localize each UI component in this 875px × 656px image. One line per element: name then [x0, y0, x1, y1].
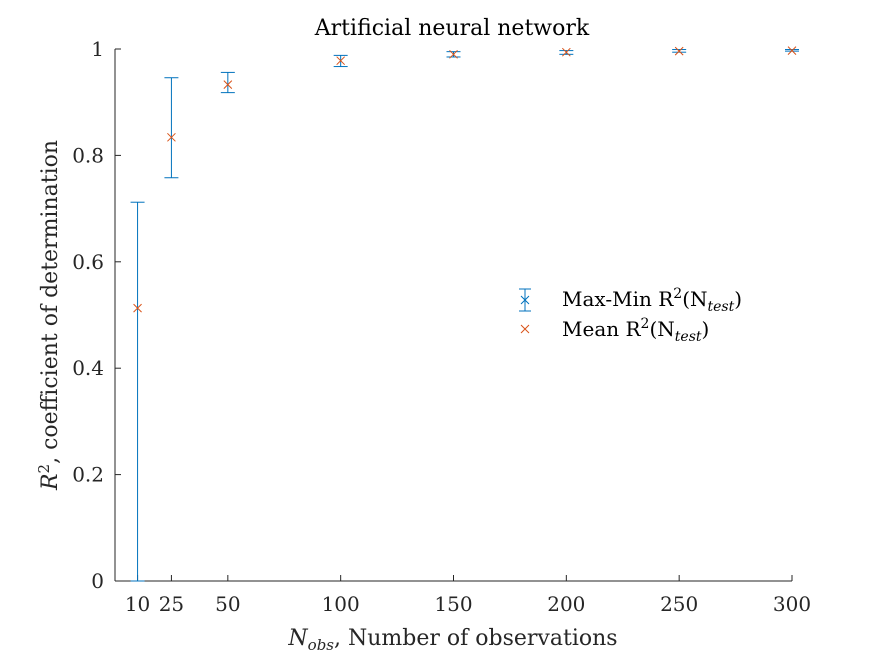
x-tick-label: 10 [125, 592, 150, 616]
x-tick-label: 150 [434, 592, 472, 616]
legend-errorbar-mid: (N [682, 287, 707, 311]
mean-marker [223, 80, 233, 89]
mean-marker [787, 46, 797, 55]
mean-marker [167, 132, 176, 142]
y-ticks: 0 0.2 0.4 0.6 0.8 1 [72, 37, 121, 593]
legend-entry-mean: Mean R2(Ntest) [520, 316, 709, 345]
x-tick-label: 200 [547, 592, 585, 616]
legend-mean-marker [520, 324, 530, 334]
x-axis-label-main: N [287, 626, 308, 651]
mean-marker [674, 46, 684, 56]
chart-title: Artificial neural network [314, 16, 590, 41]
legend-label-errorbar: Max-Min R2(Ntest) [562, 286, 742, 315]
legend-mean-sup: 2 [641, 316, 650, 332]
x-tick-label: 100 [322, 592, 360, 616]
mean-series [133, 46, 797, 313]
y-axis-label: R2, coefficient of determination [35, 140, 63, 491]
mean-marker [449, 49, 458, 59]
legend-mean-main: Mean R [562, 317, 641, 341]
legend-errorbar-end: ) [734, 287, 742, 311]
y-tick-label: 0.6 [72, 250, 104, 274]
legend-mean-mid: (N [649, 317, 674, 341]
legend-entry-errorbar: Max-Min R2(Ntest) [519, 286, 742, 315]
y-axis-label-sup: 2 [35, 464, 53, 474]
x-ticks: 10 25 50 100 150 200 250 300 [125, 575, 811, 616]
x-axis-label-sub: obs [308, 636, 335, 654]
x-axis-label-rest: , Number of observations [334, 626, 618, 651]
legend-errorbar-marker [520, 295, 530, 305]
errorbar-series [130, 49, 799, 582]
x-tick-label: 25 [159, 592, 184, 616]
y-axis-label-main: R [38, 473, 63, 491]
y-tick-label: 0.4 [72, 356, 104, 380]
y-tick-label: 0 [91, 569, 104, 593]
legend-errorbar-main: Max-Min R [562, 287, 674, 311]
y-tick-label: 0.2 [72, 463, 104, 487]
legend-mean-sub: test [675, 329, 702, 345]
mean-marker [133, 303, 142, 313]
legend: Max-Min R2(Ntest) Mean R2(Ntest) [519, 286, 742, 345]
errorbar [164, 77, 179, 179]
y-tick-label: 0.8 [72, 143, 104, 167]
axes [114, 49, 792, 582]
y-tick-label: 1 [91, 37, 104, 61]
errorbar [220, 71, 235, 94]
errorbar [130, 201, 145, 582]
x-tick-label: 300 [773, 592, 811, 616]
y-axis-label-rest: , coefficient of determination [38, 140, 63, 464]
legend-mean-end: ) [702, 317, 710, 341]
x-tick-label: 50 [215, 592, 240, 616]
x-tick-label: 250 [660, 592, 698, 616]
x-axis-label: Nobs, Number of observations [287, 626, 617, 654]
legend-label-mean: Mean R2(Ntest) [562, 316, 709, 345]
legend-errorbar-sup: 2 [673, 286, 682, 302]
mean-marker [561, 47, 571, 57]
mean-marker [336, 56, 346, 66]
legend-errorbar-sub: test [708, 299, 735, 315]
